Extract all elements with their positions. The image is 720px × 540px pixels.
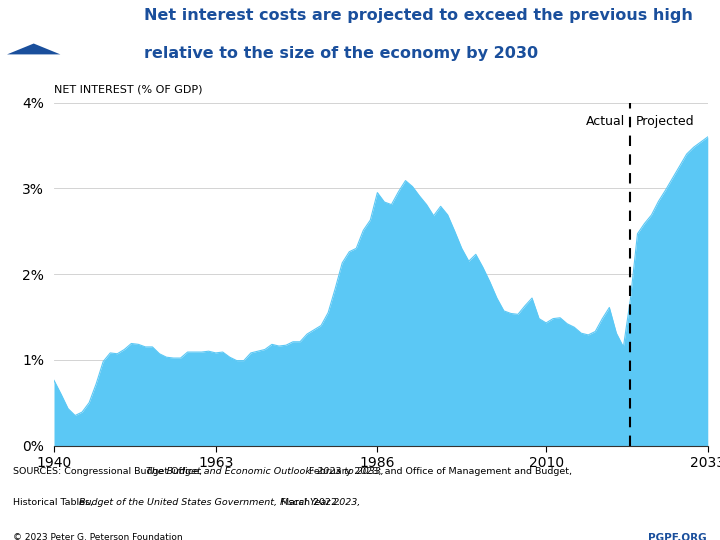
Text: March 2022.: March 2022.	[279, 498, 341, 507]
Text: FOUNDATION: FOUNDATION	[73, 50, 123, 59]
Text: PETERSON: PETERSON	[73, 33, 135, 44]
Text: Actual: Actual	[585, 116, 625, 129]
Text: Budget of the United States Government, Fiscal Year 2023,: Budget of the United States Government, …	[79, 498, 361, 507]
Text: relative to the size of the economy by 2030: relative to the size of the economy by 2…	[144, 46, 538, 61]
Text: PGPF.ORG: PGPF.ORG	[649, 533, 707, 540]
Text: The Budget and Economic Outlook: 2023 to 2033,: The Budget and Economic Outlook: 2023 to…	[145, 467, 384, 476]
Text: PETER G.: PETER G.	[73, 15, 126, 25]
Text: NET INTEREST (% OF GDP): NET INTEREST (% OF GDP)	[54, 84, 202, 94]
FancyBboxPatch shape	[7, 11, 60, 55]
Text: Net interest costs are projected to exceed the previous high: Net interest costs are projected to exce…	[144, 8, 693, 23]
Polygon shape	[7, 44, 60, 55]
Text: February 2023; and Office of Management and Budget,: February 2023; and Office of Management …	[306, 467, 572, 476]
Text: © 2023 Peter G. Peterson Foundation: © 2023 Peter G. Peterson Foundation	[13, 533, 183, 540]
Text: Projected: Projected	[636, 116, 695, 129]
Text: Historical Tables,: Historical Tables,	[13, 498, 96, 507]
Text: SOURCES: Congressional Budget Office,: SOURCES: Congressional Budget Office,	[13, 467, 205, 476]
